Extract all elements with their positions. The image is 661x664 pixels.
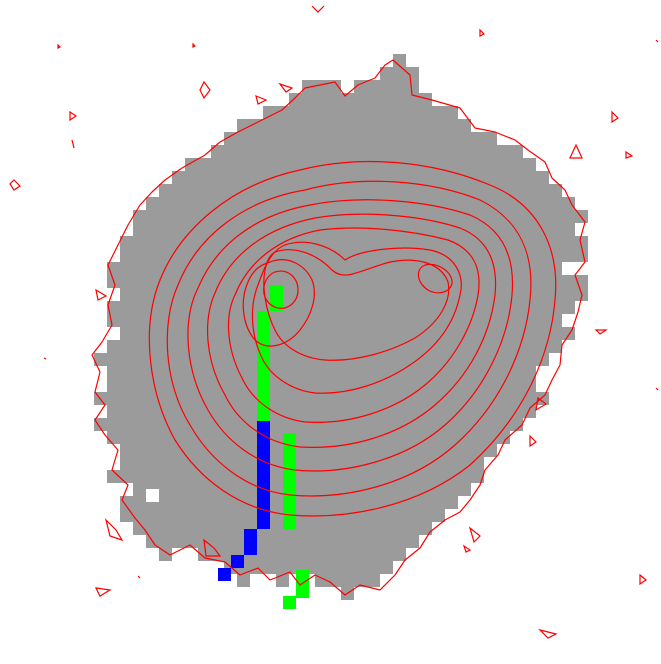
mask-holes	[146, 106, 575, 502]
contour-lines	[91, 59, 586, 596]
grey-mask	[94, 54, 588, 600]
blue-track	[218, 421, 270, 581]
green-track	[257, 285, 309, 609]
noise-contours	[9, 5, 659, 639]
